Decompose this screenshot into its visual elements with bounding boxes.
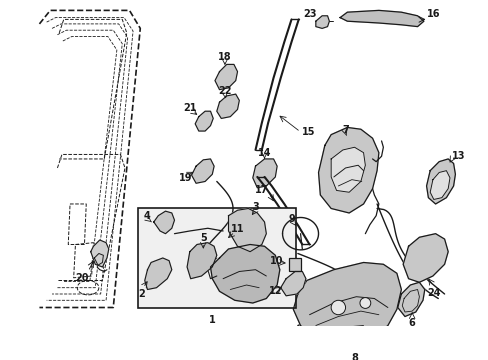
FancyBboxPatch shape: [138, 208, 295, 307]
Bar: [288, 258, 301, 271]
Text: 10: 10: [270, 256, 284, 266]
Text: 14: 14: [257, 148, 271, 158]
Polygon shape: [252, 159, 277, 188]
Polygon shape: [216, 94, 239, 118]
Text: 5: 5: [200, 233, 206, 243]
Text: 12: 12: [268, 286, 282, 296]
Polygon shape: [153, 211, 174, 234]
Text: 23: 23: [302, 9, 316, 19]
Text: 4: 4: [144, 211, 150, 221]
Polygon shape: [228, 208, 266, 252]
Text: 9: 9: [287, 214, 294, 224]
Polygon shape: [191, 159, 214, 183]
Polygon shape: [144, 258, 171, 289]
Polygon shape: [340, 10, 423, 27]
Text: 3: 3: [252, 202, 258, 212]
Polygon shape: [280, 271, 305, 296]
Text: 19: 19: [178, 173, 192, 183]
Polygon shape: [397, 282, 424, 316]
Text: 15: 15: [302, 127, 315, 137]
Polygon shape: [330, 147, 365, 192]
Polygon shape: [318, 127, 378, 213]
Circle shape: [359, 298, 370, 309]
Polygon shape: [210, 244, 279, 303]
Polygon shape: [187, 243, 216, 279]
Circle shape: [330, 300, 345, 315]
Text: 7: 7: [342, 125, 348, 135]
Polygon shape: [315, 16, 329, 28]
Text: 24: 24: [426, 288, 440, 298]
Polygon shape: [91, 240, 108, 267]
Text: 20: 20: [75, 273, 88, 283]
Text: 2: 2: [139, 289, 145, 300]
Text: 11: 11: [230, 224, 244, 234]
Text: 22: 22: [218, 86, 231, 96]
Polygon shape: [402, 234, 447, 282]
Text: 18: 18: [218, 52, 231, 62]
Polygon shape: [215, 64, 237, 90]
Polygon shape: [195, 111, 213, 131]
Polygon shape: [429, 171, 449, 199]
Text: 8: 8: [350, 352, 357, 360]
Text: 1: 1: [208, 315, 215, 325]
Text: 13: 13: [451, 151, 465, 161]
Text: 6: 6: [408, 318, 415, 328]
Text: 16: 16: [426, 9, 439, 19]
Text: 21: 21: [183, 103, 196, 113]
Polygon shape: [426, 159, 454, 204]
Polygon shape: [293, 262, 401, 345]
Text: 17: 17: [254, 185, 267, 195]
